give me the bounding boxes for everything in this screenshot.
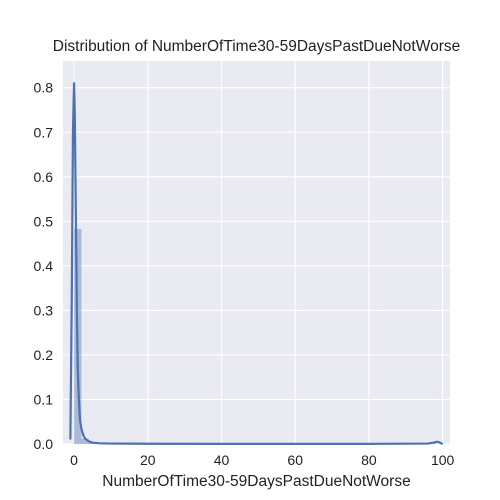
y-tick-label: 0.7	[34, 124, 54, 140]
y-tick-labels: 0.0 0.1 0.2 0.3 0.4 0.5 0.6 0.7 0.8	[34, 80, 54, 452]
x-tick-label: 60	[287, 452, 303, 468]
y-tick-label: 0.4	[34, 258, 54, 274]
y-tick-label: 0.0	[34, 436, 54, 452]
x-axis-label: NumberOfTime30-59DaysPastDueNotWorse	[102, 473, 410, 490]
x-tick-label: 20	[140, 452, 156, 468]
x-tick-label: 100	[431, 452, 455, 468]
x-tick-label: 80	[361, 452, 377, 468]
y-tick-label: 0.5	[34, 213, 54, 229]
x-tick-label: 40	[214, 452, 230, 468]
y-tick-label: 0.2	[34, 347, 54, 363]
x-tick-label: 0	[70, 452, 78, 468]
y-tick-label: 0.3	[34, 302, 54, 318]
y-tick-label: 0.1	[34, 391, 54, 407]
x-tick-labels: 0 20 40 60 80 100	[70, 452, 454, 468]
chart-title: Distribution of NumberOfTime30-59DaysPas…	[53, 38, 460, 55]
y-tick-label: 0.8	[34, 80, 54, 96]
plot-area	[63, 61, 450, 444]
y-tick-label: 0.6	[34, 169, 54, 185]
